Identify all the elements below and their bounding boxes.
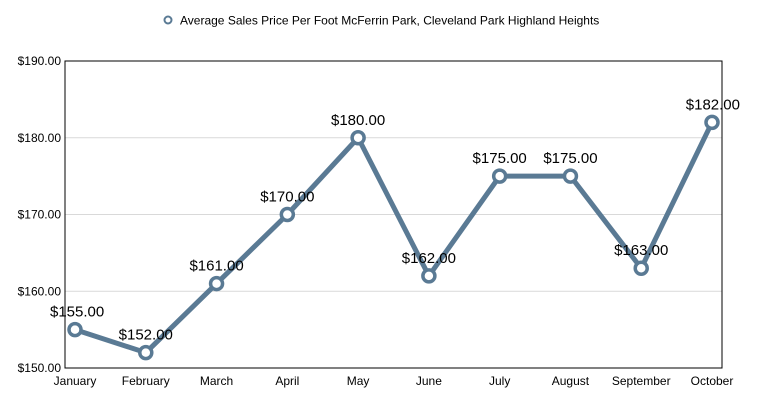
plot-area [64, 60, 723, 369]
y-tick-label: $190.00 [18, 54, 62, 68]
legend: Average Sales Price Per Foot McFerrin Pa… [163, 14, 599, 28]
x-tick-label: March [200, 374, 233, 388]
data-point [421, 268, 437, 284]
data-point [208, 275, 225, 292]
data-point [350, 130, 366, 146]
x-tick-label: August [552, 374, 590, 388]
x-tick-label: June [416, 374, 442, 388]
data-label: $175.00 [543, 150, 597, 167]
legend-marker [163, 15, 173, 25]
x-axis: January February March April May June July Augu… [54, 374, 734, 388]
y-axis: $150.00 $160.00 $170.00 $180.00 $190.00 [18, 54, 62, 375]
gridlines [65, 137, 722, 292]
data-point [704, 114, 720, 131]
x-tick-label: October [691, 374, 734, 388]
data-label: $152.00 [119, 327, 173, 344]
series: $155.00 $152.00 $161.00 $170.00 $180.00 $162.… [50, 96, 740, 361]
x-tick-label: April [275, 374, 299, 388]
data-point [67, 321, 83, 338]
data-point [138, 344, 154, 361]
data-point [279, 206, 296, 223]
legend-label: Average Sales Price Per Foot McFerrin Pa… [180, 14, 599, 28]
data-label: $170.00 [260, 189, 314, 206]
data-label: $162.00 [402, 250, 456, 267]
data-point [491, 168, 508, 184]
data-label: $161.00 [189, 258, 243, 275]
x-tick-label: February [122, 374, 170, 388]
x-tick-label: January [54, 374, 97, 388]
data-label: $155.00 [50, 304, 104, 321]
x-tick-label: July [489, 374, 510, 388]
data-label: $175.00 [473, 150, 527, 167]
x-tick-label: May [347, 374, 370, 388]
y-tick-label: $160.00 [18, 284, 62, 298]
y-tick-label: $150.00 [18, 361, 62, 375]
y-tick-label: $170.00 [18, 208, 62, 222]
x-tick-label: September [612, 374, 671, 388]
data-point [562, 168, 579, 184]
data-label: $182.00 [686, 96, 740, 113]
y-tick-label: $180.00 [18, 131, 62, 145]
data-label: $180.00 [331, 112, 385, 129]
data-point [633, 260, 649, 276]
data-label: $163.00 [614, 242, 668, 259]
series-line [72, 119, 715, 356]
